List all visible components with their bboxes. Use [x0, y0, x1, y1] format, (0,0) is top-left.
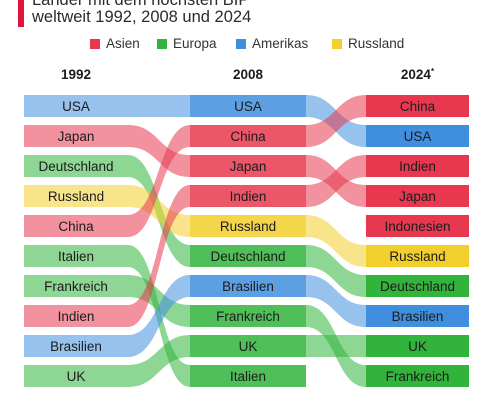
label-uk-0: UK: [67, 369, 86, 384]
box-brasilien-0: [24, 335, 128, 357]
label-russland-1: Russland: [220, 219, 276, 234]
connector-usa-0: [128, 95, 190, 117]
legend-label-russland: Russland: [348, 36, 405, 51]
label-frankreich-1: Frankreich: [216, 309, 280, 324]
box-usa-2: [366, 125, 469, 147]
box-japan-2: [366, 185, 469, 207]
label-russland-0: Russland: [48, 189, 104, 204]
connector-brasilien-0: [128, 275, 190, 357]
legend-label-amerikas: Amerikas: [252, 36, 309, 51]
label-indien-1: Indien: [230, 189, 267, 204]
box-deutschland-1: [190, 245, 306, 267]
connector-japan-0: [128, 125, 190, 177]
label-usa-1: USA: [234, 99, 262, 114]
box-uk-1: [190, 335, 306, 357]
legend-swatch-asien: [90, 38, 100, 49]
connector-china-0: [128, 125, 190, 237]
chart-title-line-2: weltweit 1992, 2008 und 2024: [32, 8, 252, 26]
label-japan-1: Japan: [230, 159, 267, 174]
year-header-1: 2008: [233, 67, 264, 82]
label-deutschland-2: Deutschland: [380, 279, 455, 294]
legend-swatch-europa: [157, 38, 167, 49]
box-indien-1: [190, 185, 306, 207]
box-china-2: [366, 95, 469, 117]
year-header-0: 1992: [61, 67, 91, 82]
legend-swatch-amerikas: [236, 38, 246, 49]
box-russland-2: [366, 245, 469, 267]
label-frankreich-2: Frankreich: [386, 369, 450, 384]
box-usa-1: [190, 95, 306, 117]
box-russland-1: [190, 215, 306, 237]
legend-item-asien: Asien: [90, 36, 140, 51]
connector-uk-1: [306, 335, 366, 357]
box-japan-0: [24, 125, 128, 147]
label-deutschland-0: Deutschland: [38, 159, 113, 174]
box-usa-0: [24, 95, 128, 117]
connector-frankreich-0: [128, 275, 190, 327]
box-china-1: [190, 125, 306, 147]
label-brasilien-0: Brasilien: [50, 339, 102, 354]
chart-title-line-1: Länder mit dem höchsten BIP: [32, 0, 250, 9]
label-italien-1: Italien: [230, 369, 266, 384]
legend-swatch-russland: [332, 38, 342, 49]
label-frankreich-0: Frankreich: [44, 279, 108, 294]
box-japan-1: [190, 155, 306, 177]
connectors: [128, 95, 366, 387]
box-deutschland-0: [24, 155, 128, 177]
box-italien-0: [24, 245, 128, 267]
label-china-1: China: [230, 129, 266, 144]
label-russland-2: Russland: [389, 249, 445, 264]
label-indien-0: Indien: [58, 309, 95, 324]
box-frankreich-1: [190, 305, 306, 327]
legend-item-europa: Europa: [157, 36, 217, 51]
box-indien-2: [366, 155, 469, 177]
label-uk-2: UK: [408, 339, 427, 354]
connector-indien-1: [306, 155, 366, 207]
label-italien-0: Italien: [58, 249, 94, 264]
box-china-0: [24, 215, 128, 237]
box-deutschland-2: [366, 275, 469, 297]
label-deutschland-1: Deutschland: [210, 249, 285, 264]
legend-label-europa: Europa: [173, 36, 217, 51]
connector-russland-0: [128, 185, 190, 237]
box-russland-0: [24, 185, 128, 207]
box-uk-0: [24, 365, 128, 387]
connector-uk-0: [128, 335, 190, 387]
label-usa-2: USA: [404, 129, 432, 144]
box-brasilien-1: [190, 275, 306, 297]
label-indien-2: Indien: [399, 159, 436, 174]
connector-indien-0: [128, 185, 190, 327]
legend: Asien Europa Amerikas Russland: [0, 36, 495, 56]
box-frankreich-0: [24, 275, 128, 297]
label-japan-2: Japan: [399, 189, 436, 204]
legend-item-russland: Russland: [332, 36, 404, 51]
connector-china-1: [306, 95, 366, 147]
connector-russland-1: [306, 215, 366, 267]
box-uk-2: [366, 335, 469, 357]
box-frankreich-2: [366, 365, 469, 387]
box-indien-0: [24, 305, 128, 327]
box-italien-1: [190, 365, 306, 387]
title-accent-bar: [18, 0, 24, 27]
legend-item-amerikas: Amerikas: [236, 36, 308, 51]
label-uk-1: UK: [239, 339, 258, 354]
label-indonesien-2: Indonesien: [384, 219, 450, 234]
connector-brasilien-1: [306, 275, 366, 327]
connector-deutschland-1: [306, 245, 366, 297]
year-header-2: 2024*: [401, 67, 435, 82]
rank-boxes: USA USA USA Japan Japan Japan Deutschland Deuts…: [24, 95, 469, 387]
legend-label-asien: Asien: [106, 36, 140, 51]
box-indonesien-2: [366, 215, 469, 237]
label-china-0: China: [58, 219, 94, 234]
box-brasilien-2: [366, 305, 469, 327]
label-brasilien-1: Brasilien: [222, 279, 274, 294]
label-usa-0: USA: [62, 99, 90, 114]
label-brasilien-2: Brasilien: [392, 309, 444, 324]
label-china-2: China: [400, 99, 436, 114]
label-japan-0: Japan: [58, 129, 95, 144]
